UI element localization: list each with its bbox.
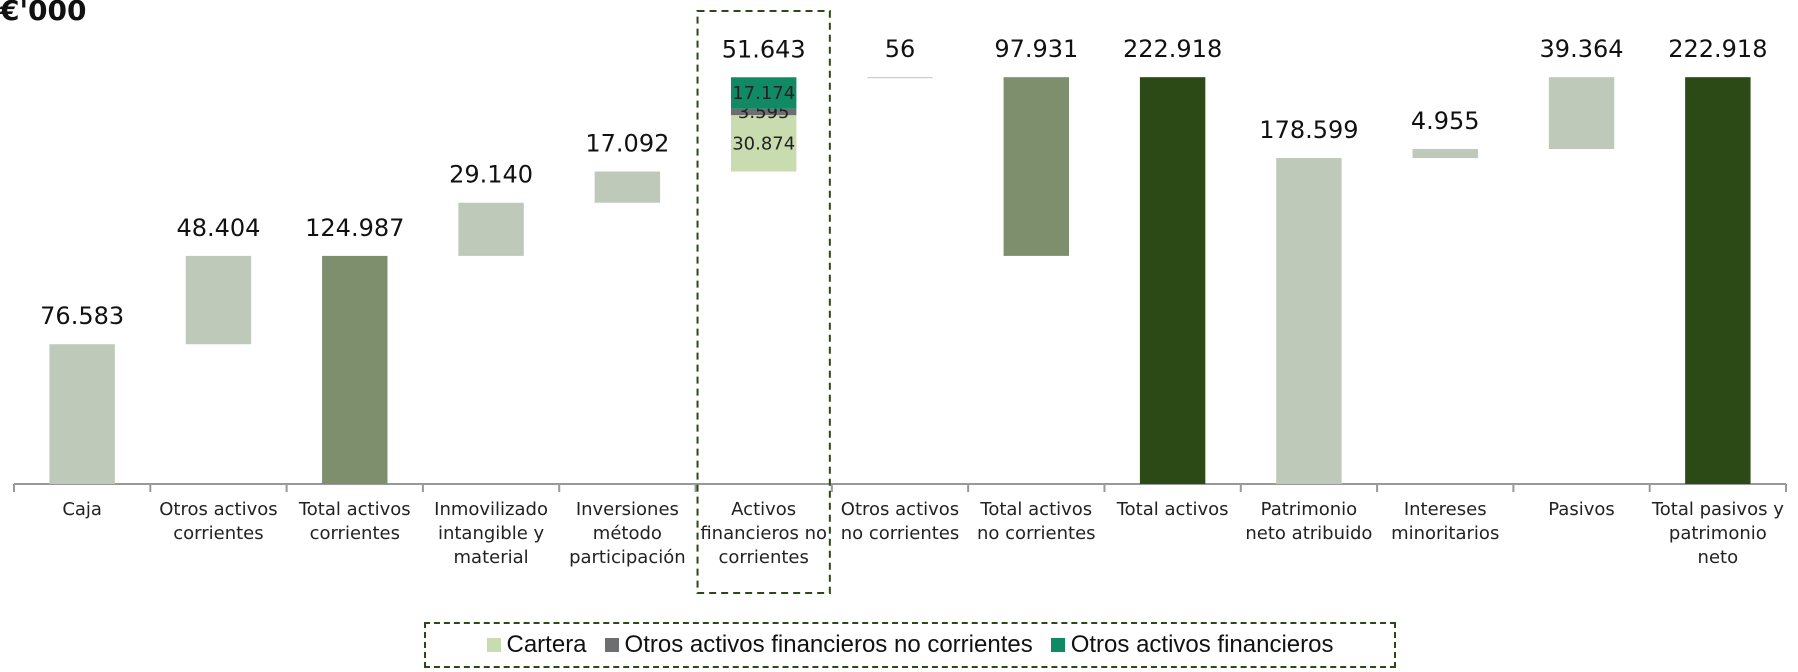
legend-label: Otros activos financieros no corrientes — [624, 631, 1033, 658]
x-tick-label: Caja — [62, 499, 102, 520]
value-label: 17.092 — [585, 130, 669, 158]
value-label: 51.643 — [722, 35, 806, 63]
legend-item: Otros activos financieros no corrientes — [604, 631, 1033, 659]
value-label: 29.140 — [449, 161, 533, 189]
bar — [1003, 77, 1070, 256]
x-tick-label: Otros activos corrientes — [159, 499, 278, 544]
value-label: 4.955 — [1411, 107, 1480, 135]
bar — [594, 171, 661, 203]
chart-title: €'000 — [0, 0, 87, 27]
legend-item: Cartera — [486, 631, 587, 659]
bar — [1276, 158, 1342, 484]
x-tick-label: Activos financieros no corrientes — [700, 499, 828, 568]
bar — [49, 344, 115, 484]
value-label: 48.404 — [176, 214, 260, 242]
bar — [1685, 77, 1751, 484]
bar — [1412, 149, 1478, 159]
bar — [730, 108, 797, 116]
legend-swatch — [1050, 638, 1065, 652]
x-tick-label: Inmovilizado intangible y material — [434, 499, 548, 568]
value-label: 39.364 — [1540, 35, 1624, 63]
highlight-box — [696, 10, 831, 594]
legend-swatch — [604, 638, 619, 652]
legend: Cartera Otros activos financieros no corr… — [424, 622, 1396, 668]
x-tick-label: Total pasivos y patrimonio neto — [1651, 499, 1784, 568]
value-label: 56 — [885, 35, 916, 63]
value-label: 124.987 — [305, 214, 404, 242]
legend-label: Otros activos financieros — [1070, 631, 1334, 658]
legend-label: Cartera — [506, 631, 587, 658]
bar — [322, 255, 388, 484]
value-label: 222.918 — [1668, 35, 1767, 63]
bar — [458, 202, 524, 256]
bar — [1548, 77, 1615, 150]
x-tick-label: Inversiones método participación — [569, 499, 686, 568]
value-label: 178.599 — [1259, 116, 1358, 144]
segment-label: 17.174 — [732, 83, 795, 104]
value-label: 222.918 — [1123, 35, 1222, 63]
x-tick-label: Total activos — [1116, 499, 1229, 520]
x-tick-label: Total activos corrientes — [298, 499, 411, 544]
x-tick-label: Total activos no corrientes — [977, 499, 1096, 544]
bar — [185, 255, 252, 345]
value-label: 97.931 — [994, 35, 1078, 63]
bar — [867, 77, 933, 79]
legend-swatch — [486, 638, 501, 652]
x-tick-label: Patrimonio neto atribuido — [1245, 499, 1373, 544]
x-tick-label: Otros activos no corrientes — [840, 499, 960, 544]
x-tick-label: Pasivos — [1548, 499, 1615, 520]
bar — [1139, 77, 1206, 484]
bar — [730, 115, 797, 172]
value-label: 76.583 — [40, 302, 124, 330]
segment-label: 30.874 — [732, 133, 795, 154]
x-tick-label: Intereses minoritarios — [1391, 499, 1500, 544]
bar — [730, 77, 797, 109]
legend-item: Otros activos financieros — [1050, 631, 1334, 659]
